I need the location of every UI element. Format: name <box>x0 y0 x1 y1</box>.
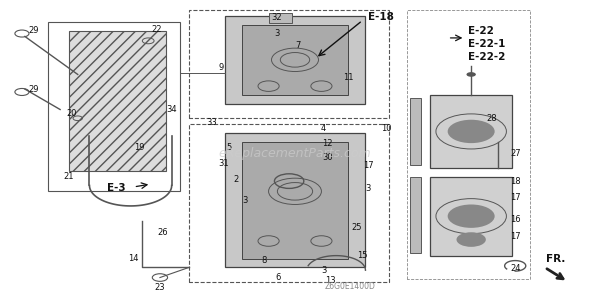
Circle shape <box>448 120 494 143</box>
Text: 5: 5 <box>227 143 232 152</box>
Text: 27: 27 <box>510 149 520 158</box>
Text: 3: 3 <box>242 196 248 205</box>
Text: 4: 4 <box>320 124 326 133</box>
Text: 28: 28 <box>486 114 497 123</box>
Text: 29: 29 <box>28 26 39 35</box>
Polygon shape <box>242 142 348 258</box>
Text: 13: 13 <box>325 276 336 285</box>
Text: 23: 23 <box>155 283 165 292</box>
Text: Z6G0E1400D: Z6G0E1400D <box>324 282 375 291</box>
Text: 33: 33 <box>206 118 217 127</box>
Text: E-22-2: E-22-2 <box>468 52 506 62</box>
Circle shape <box>457 232 486 247</box>
Text: 24: 24 <box>510 264 520 273</box>
Text: 3: 3 <box>275 29 280 38</box>
Text: 17: 17 <box>510 232 520 241</box>
Polygon shape <box>409 98 421 165</box>
Text: 17: 17 <box>363 160 373 170</box>
Text: E-3: E-3 <box>107 183 125 194</box>
Text: 31: 31 <box>218 159 229 168</box>
Text: 21: 21 <box>64 172 74 181</box>
Text: 10: 10 <box>381 124 391 133</box>
Text: 18: 18 <box>510 177 520 186</box>
Text: 16: 16 <box>510 214 520 224</box>
Polygon shape <box>430 95 512 168</box>
Text: 8: 8 <box>262 255 267 265</box>
Polygon shape <box>430 177 512 256</box>
Circle shape <box>448 204 494 228</box>
Polygon shape <box>409 177 421 253</box>
Text: 3: 3 <box>322 266 327 275</box>
Text: 2: 2 <box>234 175 239 184</box>
Text: 30: 30 <box>322 153 333 162</box>
Text: 6: 6 <box>276 273 281 282</box>
Text: FR.: FR. <box>546 254 565 264</box>
Polygon shape <box>242 25 348 95</box>
Text: 14: 14 <box>128 254 139 263</box>
Text: 12: 12 <box>322 139 333 148</box>
Text: E-22-1: E-22-1 <box>468 39 506 49</box>
Text: 3: 3 <box>366 184 371 193</box>
Text: 22: 22 <box>152 25 162 34</box>
Text: 19: 19 <box>134 143 145 152</box>
Polygon shape <box>225 16 365 104</box>
Text: 11: 11 <box>343 73 353 82</box>
Text: eReplacementParts.com: eReplacementParts.com <box>219 147 371 160</box>
Text: 32: 32 <box>271 13 281 22</box>
Text: 7: 7 <box>295 41 301 50</box>
Text: 29: 29 <box>28 85 39 94</box>
Polygon shape <box>268 13 292 23</box>
Polygon shape <box>225 133 365 267</box>
Text: 25: 25 <box>352 223 362 232</box>
Text: 9: 9 <box>219 63 224 72</box>
Text: 15: 15 <box>358 251 368 260</box>
Text: E-22: E-22 <box>468 26 494 36</box>
Text: E-18: E-18 <box>368 12 394 22</box>
Text: 20: 20 <box>67 109 77 118</box>
Polygon shape <box>69 31 166 171</box>
Text: 26: 26 <box>158 228 168 237</box>
Circle shape <box>467 72 476 77</box>
Text: 34: 34 <box>166 105 177 114</box>
Text: 17: 17 <box>510 193 520 202</box>
